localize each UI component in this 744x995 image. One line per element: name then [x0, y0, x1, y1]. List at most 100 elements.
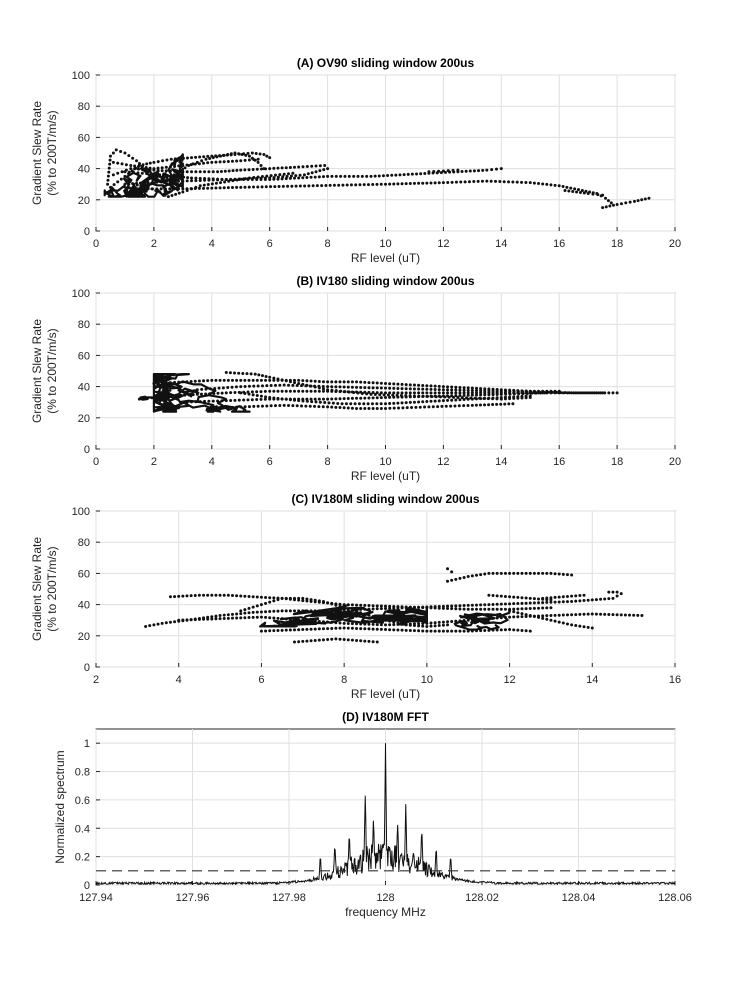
data-point: [384, 607, 387, 610]
data-point: [237, 371, 241, 375]
data-point: [417, 622, 421, 626]
data-point: [301, 399, 305, 403]
data-point: [177, 594, 181, 598]
data-point: [578, 191, 582, 195]
data-point: [313, 379, 317, 383]
data-point: [524, 571, 528, 575]
data-point: [294, 174, 298, 178]
y-tick-label: 80: [78, 537, 90, 549]
data-point: [224, 391, 228, 395]
data-point: [264, 629, 268, 633]
data-point: [379, 402, 383, 406]
data-point: [359, 406, 363, 410]
data-point: [345, 183, 349, 187]
data-point: [304, 404, 308, 408]
data-point: [474, 389, 478, 393]
data-point: [259, 167, 263, 171]
data-point: [200, 387, 204, 391]
data-point: [359, 385, 363, 389]
data-point: [301, 596, 305, 600]
data-point: [276, 389, 280, 393]
data-point: [450, 619, 454, 623]
chart-title: (C) IV180M sliding window 200us: [291, 492, 479, 506]
data-point: [578, 599, 582, 603]
data-point: [412, 181, 416, 185]
y-tick-label: 40: [78, 164, 90, 176]
data-point: [433, 387, 437, 391]
data-point: [384, 396, 387, 400]
data-point: [112, 183, 116, 187]
data-point: [247, 606, 251, 610]
data-point: [135, 183, 139, 187]
data-point: [181, 187, 185, 191]
data-point: [574, 624, 578, 628]
data-point: [211, 177, 215, 181]
data-point: [400, 605, 404, 609]
data-point: [280, 166, 284, 170]
data-point: [491, 389, 495, 393]
data-point: [437, 399, 441, 403]
data-point: [226, 186, 230, 190]
data-point: [363, 603, 367, 607]
data-point: [421, 383, 425, 387]
data-point: [507, 180, 511, 184]
data-point: [356, 174, 360, 178]
data-point: [508, 628, 512, 632]
data-point: [429, 606, 433, 610]
data-point: [375, 607, 379, 611]
data-point: [446, 620, 450, 624]
data-point: [367, 390, 371, 394]
data-point: [181, 594, 185, 598]
data-point: [234, 385, 238, 389]
data-point: [570, 599, 574, 603]
data-point: [454, 577, 458, 581]
data-point: [250, 151, 254, 155]
data-point: [516, 395, 520, 399]
data-point: [429, 391, 433, 395]
data-point: [450, 607, 454, 611]
data-point: [427, 405, 431, 409]
data-point: [310, 164, 314, 168]
data-point: [291, 404, 295, 408]
data-point: [237, 152, 241, 156]
data-point: [508, 602, 512, 606]
data-point: [342, 406, 346, 410]
data-point: [375, 627, 379, 631]
data-point: [466, 575, 470, 579]
data-point: [524, 613, 528, 617]
data-point: [334, 626, 338, 630]
data-point: [210, 617, 214, 621]
data-point: [340, 402, 344, 406]
data-point: [276, 609, 280, 613]
data-point: [202, 183, 206, 187]
data-point: [206, 617, 210, 621]
data-point: [305, 389, 309, 393]
data-point: [247, 168, 251, 172]
data-point: [545, 600, 549, 604]
data-point: [571, 189, 575, 193]
data-point: [260, 404, 264, 408]
data-point: [144, 624, 148, 628]
data-point: [532, 606, 536, 610]
data-point: [555, 390, 559, 394]
data-point: [362, 183, 366, 187]
data-point: [309, 175, 313, 179]
data-point: [615, 594, 619, 598]
data-point: [615, 202, 619, 206]
data-point: [210, 615, 214, 619]
data-point: [433, 399, 437, 403]
data-layer: [96, 743, 675, 885]
data-point: [446, 567, 450, 571]
data-point: [491, 393, 495, 397]
data-point: [454, 391, 458, 395]
data-point: [396, 391, 400, 395]
data-point: [288, 628, 292, 632]
data-point: [264, 615, 268, 619]
data-point: [557, 595, 561, 599]
data-point: [520, 180, 524, 184]
data-point: [190, 179, 194, 183]
data-point: [243, 611, 247, 615]
data-point: [199, 392, 203, 396]
data-point: [607, 391, 611, 395]
data-point: [297, 378, 301, 382]
